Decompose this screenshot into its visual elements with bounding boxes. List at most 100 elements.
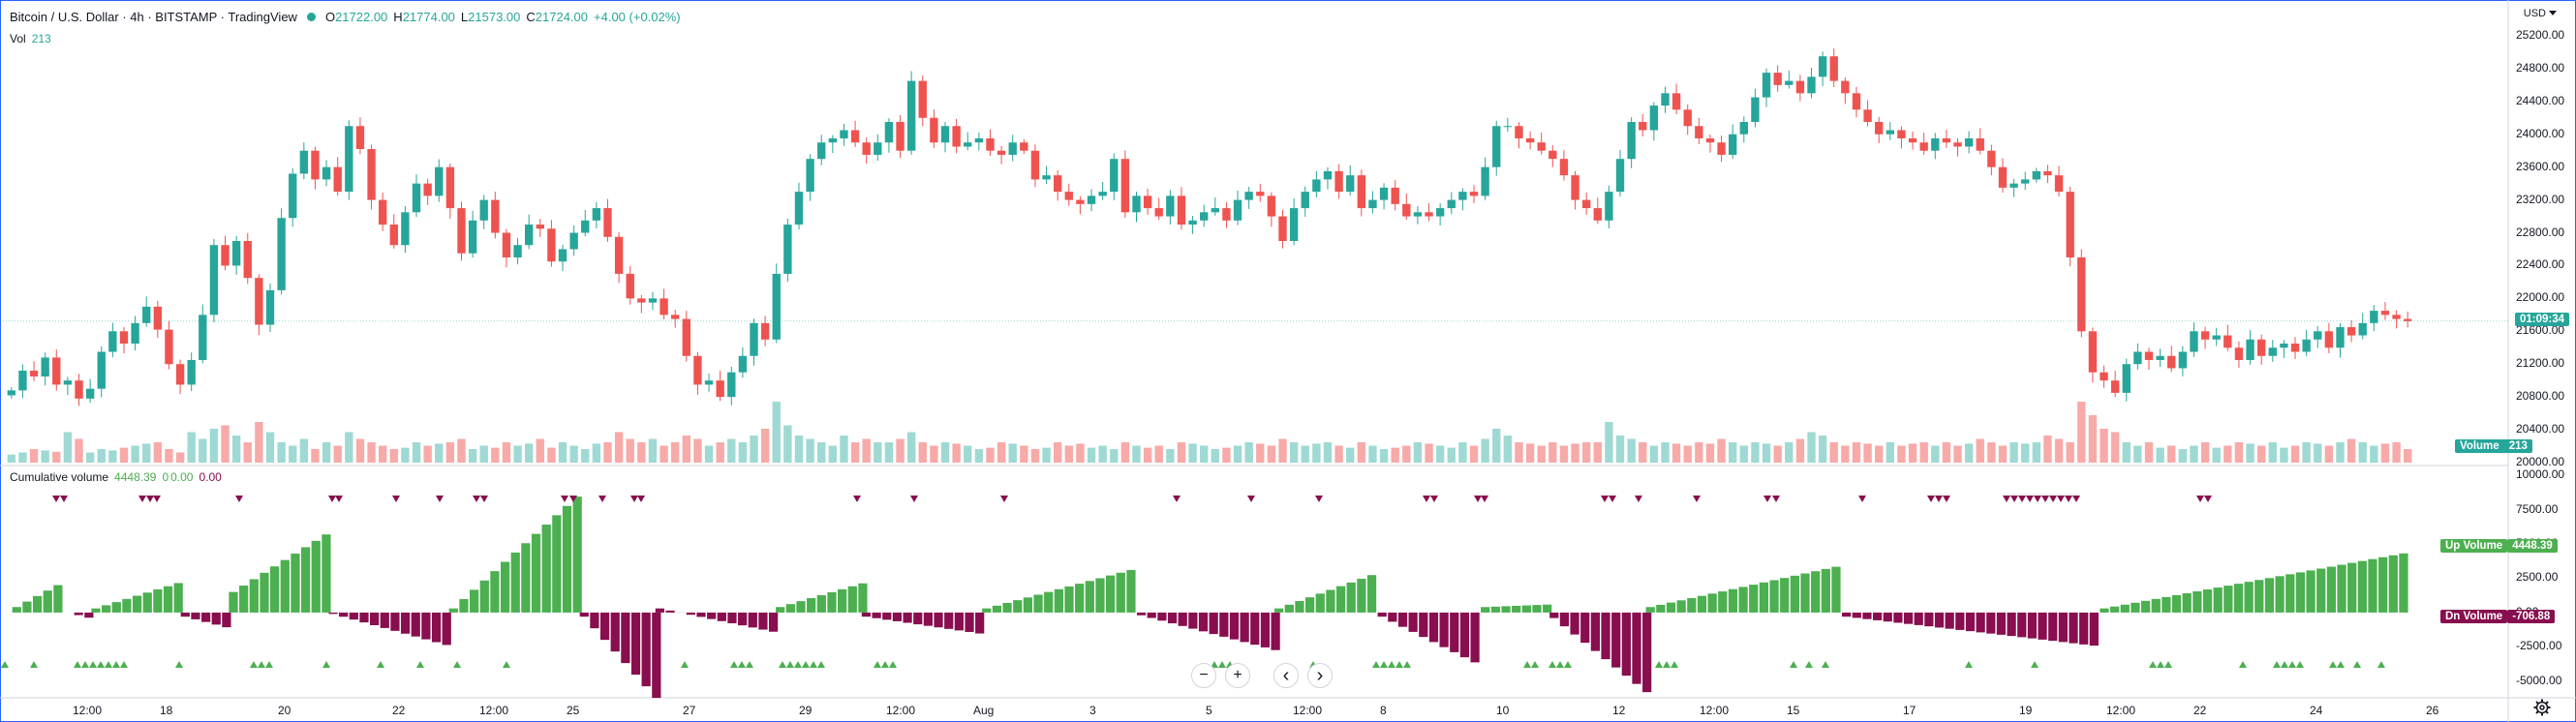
volume-legend[interactable]: Vol 213 [10, 32, 51, 45]
candle-body [2054, 175, 2064, 193]
sell-signal-marker [1000, 496, 1008, 502]
cumvol-bar [965, 612, 974, 632]
volume-bar [1425, 443, 1433, 463]
candle-body [29, 371, 39, 376]
volume-bar [603, 442, 612, 463]
price-axis-tick: 24800.00 [2516, 60, 2565, 75]
scroll-right-button[interactable]: › [1307, 663, 1333, 688]
volume-bar [2324, 445, 2334, 463]
buy-signal-marker [1965, 661, 1973, 668]
sell-signal-marker [1430, 496, 1438, 502]
candle-body [1559, 159, 1569, 176]
candle-body [479, 199, 488, 221]
candle-body [806, 159, 814, 193]
cumvol-bar [1718, 591, 1728, 613]
indicator-legend[interactable]: Cumulative volume 4448.39 0 0.00 0.00 [10, 470, 222, 484]
candle-body [2200, 331, 2210, 340]
cumvol-bar [490, 571, 500, 613]
price-axis-tick: 23600.00 [2516, 159, 2565, 173]
sell-signal-marker [1423, 496, 1430, 502]
volume-bar [1875, 445, 1884, 463]
gear-icon[interactable] [2533, 699, 2551, 716]
cumvol-bar [1095, 578, 1105, 613]
buy-signal-marker [1549, 661, 1556, 668]
sell-signal-marker [1927, 496, 1935, 502]
sell-signal-marker [328, 496, 336, 502]
indicator-axis-tick: 7500.00 [2516, 501, 2559, 516]
cumvol-bar [621, 612, 630, 664]
price-axis-tick: 20400.00 [2516, 422, 2565, 436]
candle-body [131, 322, 139, 345]
cumvol-bar [1044, 591, 1054, 613]
zoom-in-button[interactable]: + [1225, 663, 1250, 688]
currency-selector[interactable]: USD [2524, 8, 2557, 19]
volume-bar [1211, 449, 1219, 463]
sell-signal-marker [60, 496, 68, 502]
cumvol-bar [421, 612, 431, 640]
volume-bar [2268, 442, 2277, 463]
cumvol-bar [641, 612, 651, 687]
cumvol-bar [1831, 566, 1841, 613]
zoom-out-button[interactable]: − [1191, 663, 1216, 688]
market-open-indicator-icon [306, 13, 316, 21]
open-label: O [324, 10, 336, 24]
cumvol-bar [1769, 580, 1779, 613]
volume-bar [2178, 449, 2188, 463]
candle-body [1897, 130, 1906, 138]
candle-body [592, 208, 601, 221]
symbol-title[interactable]: Bitcoin / U.S. Dollar · 4h · BITSTAMP · … [10, 10, 297, 24]
cumvol-bar [448, 608, 458, 613]
time-axis-tick: 12:00 [479, 704, 509, 717]
cumvol-bar [665, 610, 675, 613]
volume-bar [1695, 442, 1703, 463]
cumvol-bar [1955, 612, 1965, 630]
candle-body [1942, 137, 1951, 143]
cumvol-bar [1408, 612, 1418, 632]
candle-body [1020, 142, 1028, 151]
buy-signal-marker [1523, 661, 1531, 668]
buy-signal-marker [2337, 661, 2345, 668]
candle-body [547, 228, 556, 262]
buy-signal-marker [881, 661, 889, 668]
cumvol-bar [270, 566, 280, 613]
candle-body [2167, 355, 2176, 369]
scroll-left-button[interactable]: ‹ [1273, 663, 1299, 688]
candle-body [2178, 351, 2188, 369]
buy-signal-marker [1655, 661, 1663, 668]
candle-body [2336, 327, 2345, 348]
cumvol-bar [359, 612, 369, 623]
cumvol-bar [400, 612, 411, 634]
volume-bar [1222, 447, 1231, 463]
buy-signal-marker [1671, 661, 1678, 668]
cumvol-bar [892, 612, 903, 621]
cumvol-bar [1749, 585, 1759, 613]
candle-body [525, 225, 534, 246]
candle-body [2144, 351, 2154, 360]
volume-bar [2392, 442, 2401, 463]
cumvol-bar [1697, 595, 1707, 613]
cumvol-bar [1965, 612, 1976, 632]
cumvol-bar [1738, 587, 1748, 613]
candle-body [1661, 93, 1670, 106]
sell-signal-marker [1481, 496, 1488, 502]
cumvol-bar [1315, 593, 1325, 613]
volume-bar [1233, 445, 1242, 463]
time-axis-tick: 29 [799, 704, 813, 717]
cumvol-bar [328, 612, 338, 615]
cumvol-bar [1136, 612, 1147, 616]
candle-body [1762, 73, 1771, 98]
cumvol-bar [91, 608, 101, 613]
candle-body [1087, 196, 1096, 204]
buy-signal-marker [89, 661, 97, 668]
volume-bar [1581, 442, 1591, 463]
time-axis-tick: 20 [278, 704, 291, 717]
cumvol-bar [1666, 602, 1676, 613]
volume-bar [874, 442, 882, 463]
cumvol-bar [300, 547, 311, 613]
cumvol-bar [1621, 612, 1631, 677]
candle-body [693, 355, 702, 385]
volume-bar [85, 452, 95, 463]
cumvol-bar [1209, 612, 1218, 635]
volume-bar [1346, 447, 1355, 463]
